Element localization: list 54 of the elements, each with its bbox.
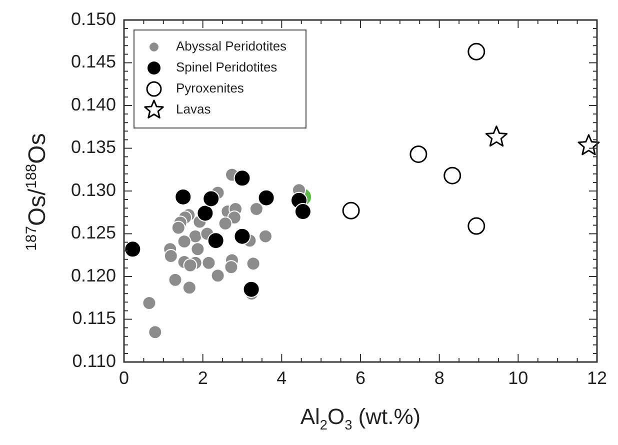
point [468,42,486,60]
point [234,228,251,245]
point [148,325,162,340]
y-tick-label: 0.130 [70,180,116,200]
point [218,216,232,230]
x-axis-title: Al$_{2}$O$_{3}$ (wt.%) [299,404,422,432]
point [249,202,264,216]
point [468,217,486,235]
legend-label: Spinel Peridotites [176,60,278,75]
y-tick-label: 0.145 [70,52,116,72]
point [177,234,192,248]
legend-label: Pyroxenites [176,80,244,96]
point [196,204,214,222]
point [202,256,216,270]
x-tick-label: 0 [118,368,130,388]
x-tick-label: 8 [434,368,444,388]
point [182,280,196,295]
x-tick-label: 2 [198,368,208,388]
point [258,189,275,206]
point [202,190,220,208]
point [294,203,312,220]
x-tick-label: 6 [355,368,366,388]
point [234,170,251,187]
point [190,242,205,256]
point [410,145,428,163]
legend-label: Abyssal Peridotites [176,38,288,54]
point [207,232,224,250]
point [578,134,600,156]
point [142,296,156,310]
x-tick-label: 12 [586,368,608,388]
point [183,258,198,272]
point [485,126,508,147]
point [246,256,260,271]
y-tick-label: 0.140 [70,94,116,114]
point [444,166,462,184]
point [174,188,192,206]
point [164,248,178,263]
point [124,240,142,258]
legend-label: Lavas [176,102,212,117]
point [168,272,182,287]
x-tick-label: 4 [276,368,287,388]
point [224,260,238,274]
y-tick-label: 0.120 [70,265,116,286]
y-tick-label: 0.115 [72,308,116,328]
x-tick-label: 10 [508,368,528,388]
y-tick-label: 0.125 [70,222,116,243]
point [171,220,186,235]
y-tick-label: 0.110 [72,350,116,371]
point [210,268,225,283]
point [342,202,360,220]
y-tick-label: 0.135 [70,137,116,158]
y-tick-label: 0.150 [70,8,116,29]
point [242,280,260,298]
point [258,229,273,244]
